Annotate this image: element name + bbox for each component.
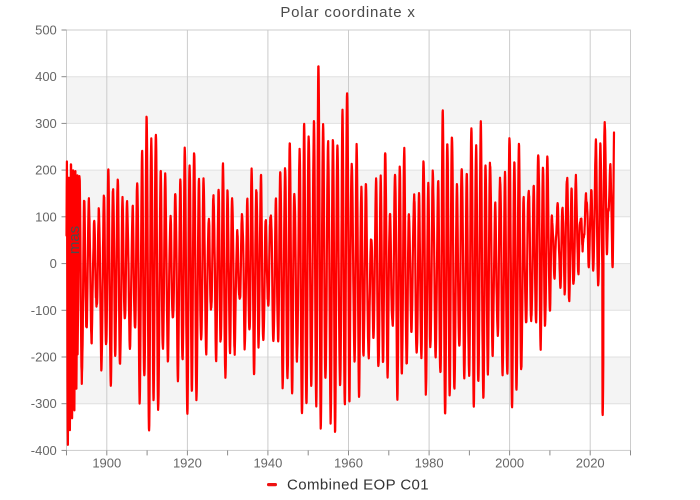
svg-text:200: 200 bbox=[35, 163, 57, 178]
svg-text:1940: 1940 bbox=[253, 455, 282, 470]
svg-text:-300: -300 bbox=[31, 396, 57, 411]
svg-text:-100: -100 bbox=[31, 303, 57, 318]
svg-text:-200: -200 bbox=[31, 350, 57, 365]
svg-text:Combined EOP C01: Combined EOP C01 bbox=[287, 477, 429, 494]
svg-text:300: 300 bbox=[35, 116, 57, 131]
svg-text:Polar coordinate x: Polar coordinate x bbox=[280, 4, 415, 21]
svg-text:2000: 2000 bbox=[495, 455, 524, 470]
svg-text:1900: 1900 bbox=[92, 455, 121, 470]
svg-text:1980: 1980 bbox=[415, 455, 444, 470]
svg-text:1920: 1920 bbox=[173, 455, 202, 470]
svg-text:mas: mas bbox=[66, 226, 83, 254]
svg-text:2020: 2020 bbox=[576, 455, 605, 470]
svg-text:400: 400 bbox=[35, 69, 57, 84]
svg-text:500: 500 bbox=[35, 23, 57, 38]
svg-text:100: 100 bbox=[35, 209, 57, 224]
svg-text:1960: 1960 bbox=[334, 455, 363, 470]
svg-text:0: 0 bbox=[50, 256, 57, 271]
svg-text:-400: -400 bbox=[31, 443, 57, 458]
